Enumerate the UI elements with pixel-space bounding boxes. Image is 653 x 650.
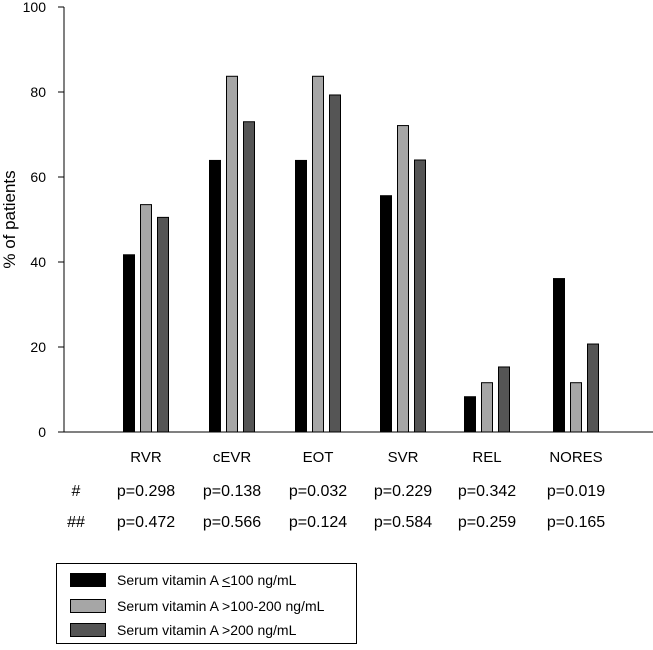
p-value: p=0.138 — [203, 483, 261, 500]
p-value: p=0.229 — [374, 483, 432, 500]
p-value: p=0.342 — [458, 483, 516, 500]
y-tick-label: 80 — [30, 84, 46, 100]
legend-swatch — [70, 573, 106, 587]
bar — [123, 254, 135, 433]
legend-swatch — [70, 599, 106, 613]
bar — [329, 94, 341, 433]
bar — [209, 159, 221, 433]
p-value-marker: # — [72, 483, 81, 500]
legend-label: Serum vitamin A >200 ng/mL — [117, 622, 297, 638]
legend-item: Serum vitamin A <100 ng/mL — [70, 571, 296, 589]
bar — [587, 343, 599, 433]
bar — [397, 125, 409, 433]
p-value: p=0.566 — [203, 514, 261, 531]
bar — [295, 159, 307, 433]
x-tick-label: REL — [472, 449, 501, 466]
p-value: p=0.298 — [117, 483, 175, 500]
y-tick-label: 20 — [30, 339, 46, 355]
p-value: p=0.259 — [458, 514, 516, 531]
y-tick-label: 0 — [38, 424, 46, 440]
p-value: p=0.472 — [117, 514, 175, 531]
x-tick-label: RVR — [130, 449, 162, 466]
bar — [157, 216, 169, 433]
y-tick-label: 100 — [23, 0, 47, 15]
bar — [553, 278, 565, 433]
x-tick-label: NORES — [549, 449, 602, 466]
p-value: p=0.584 — [374, 514, 432, 531]
legend-swatch — [70, 623, 106, 637]
p-value: p=0.124 — [289, 514, 347, 531]
bar — [414, 159, 426, 433]
y-tick-label: 40 — [30, 254, 46, 270]
chart-labels: 0 20 40 60 80 100 % of patients RVR cEVR EOT SVR RE… — [0, 0, 605, 531]
bar — [464, 396, 476, 433]
y-axis-title: % of patients — [0, 170, 19, 268]
y-tick-label: 60 — [30, 169, 46, 185]
chart-legend: Serum vitamin A <100 ng/mL Serum vitamin… — [56, 563, 357, 644]
bar — [380, 195, 392, 433]
x-tick-label: EOT — [303, 449, 334, 466]
bar-chart: 0 20 40 60 80 100 % of patients RVR cEVR EOT SVR RE… — [0, 0, 653, 531]
legend-label: Serum vitamin A <100 ng/mL — [117, 572, 297, 588]
bar — [570, 382, 582, 433]
bar — [140, 204, 152, 433]
x-tick-label: SVR — [388, 449, 419, 466]
p-value: p=0.032 — [289, 483, 347, 500]
bar — [312, 75, 324, 433]
p-value: p=0.019 — [547, 483, 605, 500]
bar — [226, 75, 238, 433]
p-value: p=0.165 — [547, 514, 605, 531]
bar — [498, 366, 510, 433]
p-value-marker: ## — [67, 514, 85, 531]
legend-item: Serum vitamin A >200 ng/mL — [70, 621, 296, 639]
bar — [243, 121, 255, 433]
bar — [481, 382, 493, 433]
x-tick-label: cEVR — [213, 449, 252, 466]
legend-label: Serum vitamin A >100-200 ng/mL — [117, 598, 325, 614]
legend-item: Serum vitamin A >100-200 ng/mL — [70, 597, 324, 615]
chart-bars — [123, 75, 599, 433]
